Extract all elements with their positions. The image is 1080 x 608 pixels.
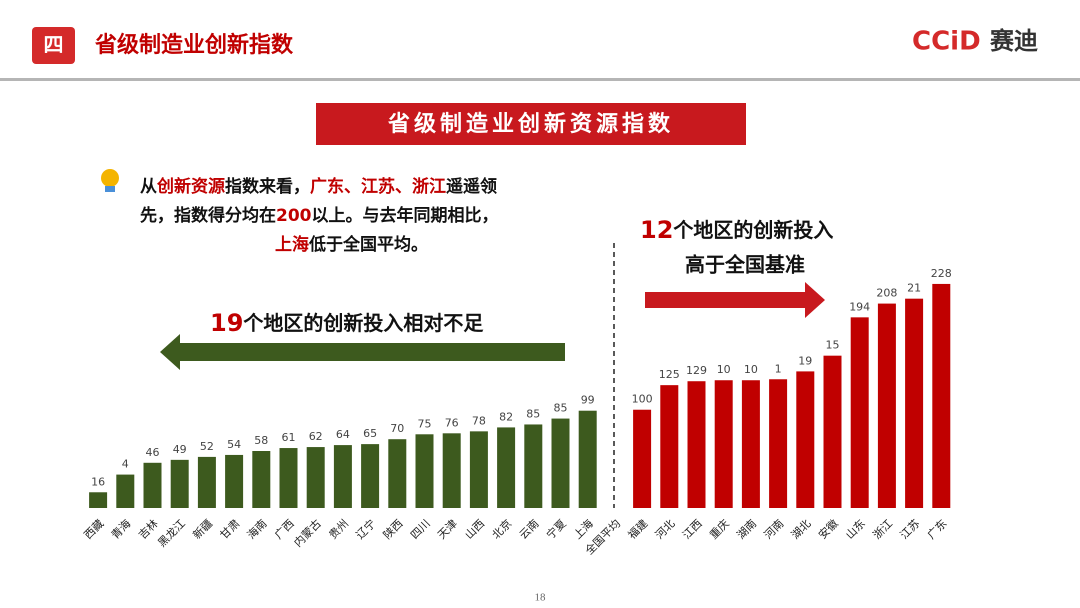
value-label: 75	[418, 417, 432, 430]
left-note: 19个地区的创新投入相对不足	[210, 309, 484, 337]
bar	[714, 380, 733, 508]
banner-text: 省级制造业创新资源指数	[387, 111, 674, 137]
summary-segment: 上海	[275, 234, 309, 255]
bar	[197, 456, 216, 508]
bar	[225, 454, 244, 508]
logo-name: 赛迪	[989, 27, 1038, 55]
value-label: 16	[91, 475, 105, 488]
summary-segment: 先，指数得分均在	[140, 205, 276, 226]
bar	[306, 447, 325, 508]
right-count: 12	[640, 216, 673, 244]
right-line1: 个地区的创新投入	[672, 218, 833, 242]
summary-segment: 从	[140, 177, 157, 197]
value-label: 19	[798, 354, 812, 367]
bulb-icon	[101, 169, 119, 192]
logo-brand: CCiD	[912, 27, 981, 57]
value-label: 228	[931, 267, 952, 280]
summary-segment: 低于全国平均。	[308, 234, 428, 255]
bar	[442, 433, 461, 508]
value-label: 46	[146, 446, 160, 459]
value-label: 10	[717, 363, 731, 376]
value-label: 76	[445, 416, 459, 429]
value-label: 10	[744, 363, 758, 376]
value-label: 85	[554, 402, 568, 415]
bar	[524, 424, 543, 508]
bar	[388, 439, 407, 508]
value-label: 4	[122, 458, 129, 471]
left-count: 19	[210, 309, 243, 337]
value-label: 52	[200, 440, 214, 453]
bar	[551, 418, 570, 508]
bar	[850, 317, 869, 508]
summary: 从创新资源指数来看，广东、江苏、浙江遥遥领先，指数得分均在200以上。与去年同期…	[140, 176, 499, 255]
slide-title: 省级制造业创新指数	[94, 32, 294, 58]
badge	[32, 27, 75, 64]
bar	[877, 303, 896, 508]
bar	[905, 298, 924, 508]
summary-segment: 遥遥领	[446, 176, 497, 197]
value-label: 78	[472, 414, 486, 427]
left-arrow	[160, 334, 565, 370]
bar	[415, 434, 434, 508]
value-label: 129	[686, 364, 707, 377]
summary-segment: 创新资源	[156, 176, 225, 197]
left-line1: 个地区的创新投入相对不足	[242, 311, 484, 335]
bar	[497, 427, 516, 508]
summary-segment: 广东、江苏、浙江	[310, 176, 446, 197]
bar	[796, 371, 815, 508]
summary-segment: 200	[276, 206, 312, 226]
right-line2: 高于全国基准	[685, 253, 805, 277]
summary-segment: 指数来看，	[225, 176, 310, 197]
bar	[279, 448, 298, 508]
value-label: 194	[849, 300, 870, 313]
bar	[769, 379, 788, 508]
bar	[932, 283, 951, 508]
bar	[252, 451, 271, 508]
bar	[660, 385, 679, 508]
bar	[633, 409, 652, 508]
value-label: 61	[282, 431, 296, 444]
bulb-base	[105, 186, 115, 192]
value-label: 54	[227, 438, 241, 451]
page-number: 18	[535, 592, 547, 604]
value-label: 82	[499, 410, 513, 423]
value-label: 208	[876, 287, 897, 300]
bar	[361, 444, 380, 508]
bar	[741, 380, 760, 508]
bar	[89, 492, 108, 508]
value-label: 21	[907, 282, 921, 295]
value-label: 100	[632, 393, 653, 406]
value-label: 125	[659, 368, 680, 381]
bar	[578, 410, 597, 508]
bar	[143, 462, 162, 508]
banner	[316, 103, 746, 145]
bar	[687, 381, 706, 508]
bar	[333, 445, 352, 508]
bar	[823, 355, 842, 508]
value-label: 64	[336, 428, 350, 441]
bulb	[101, 169, 119, 187]
right-arrow	[645, 282, 825, 318]
value-label: 65	[363, 427, 377, 440]
value-label: 15	[826, 339, 840, 352]
badge-text: 四	[44, 33, 64, 57]
value-label: 58	[254, 434, 268, 447]
value-label: 1	[775, 362, 782, 375]
value-label: 99	[581, 394, 595, 407]
summary-segment: 以上。与去年同期相比，	[312, 205, 499, 226]
value-label: 62	[309, 430, 323, 443]
bar	[170, 459, 189, 508]
header-rule	[0, 78, 1080, 81]
bar	[116, 474, 135, 508]
value-label: 49	[173, 443, 187, 456]
value-label: 85	[526, 407, 540, 420]
value-label: 70	[390, 422, 404, 435]
bar	[469, 431, 488, 508]
right-note: 12个地区的创新投入	[640, 216, 833, 244]
